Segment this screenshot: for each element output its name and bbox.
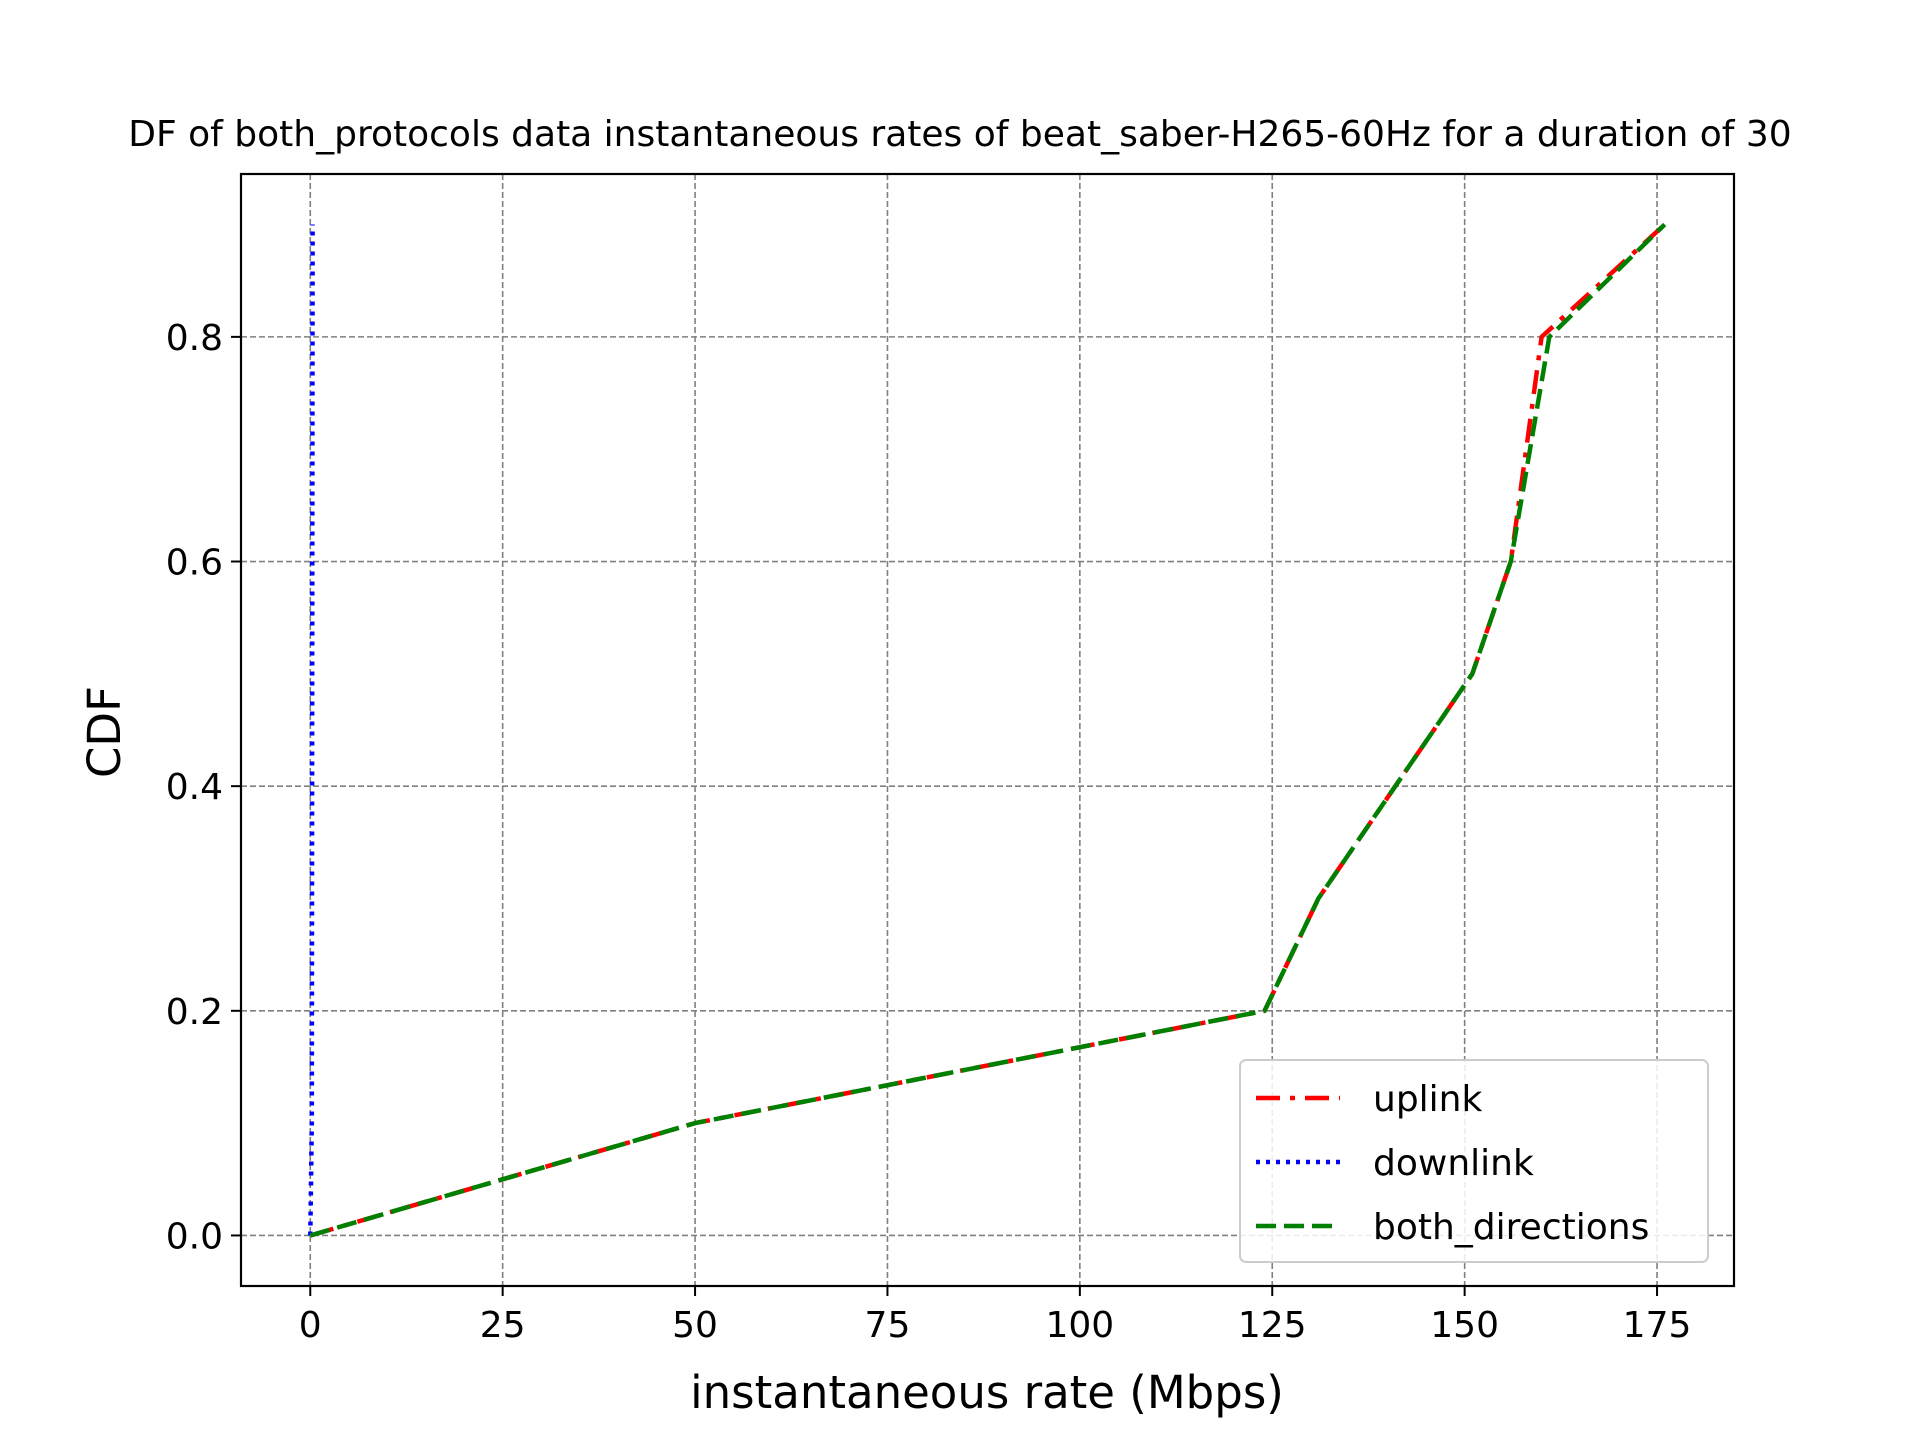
x-tick-label: 25 [480,1305,526,1346]
legend-label: downlink [1373,1143,1534,1184]
x-tick-label: 50 [672,1305,718,1346]
chart-title: DF of both_protocols data instantaneous … [128,114,1791,155]
legend-box [1239,1059,1709,1263]
x-tick-label: 175 [1623,1305,1692,1346]
x-tick-label: 75 [865,1305,911,1346]
y-tick-label: 0.4 [166,767,223,808]
y-tick-label: 0.2 [166,992,223,1033]
y-tick-label: 0.8 [166,318,223,359]
x-axis-label: instantaneous rate (Mbps) [690,1366,1284,1419]
legend: uplink downlink both_directions [1239,1059,1709,1263]
legend-label: uplink [1373,1079,1482,1120]
x-tick-label: 0 [299,1305,322,1346]
y-axis: 0.0 0.2 0.4 0.6 0.8 [166,318,241,1257]
series-layer [308,222,1667,1238]
x-tick-label: 100 [1045,1305,1114,1346]
plot-area-frame [239,172,1736,1288]
series-line-both-directions [309,222,1667,1238]
y-tick-label: 0.6 [166,543,223,584]
legend-label: both_directions [1373,1207,1649,1248]
y-axis-label: CDF [78,686,131,778]
x-axis: 0 25 50 75 100 125 150 175 [299,1286,1692,1346]
y-tick-label: 0.0 [166,1216,223,1257]
x-tick-label: 125 [1238,1305,1307,1346]
x-tick-label: 150 [1430,1305,1499,1346]
